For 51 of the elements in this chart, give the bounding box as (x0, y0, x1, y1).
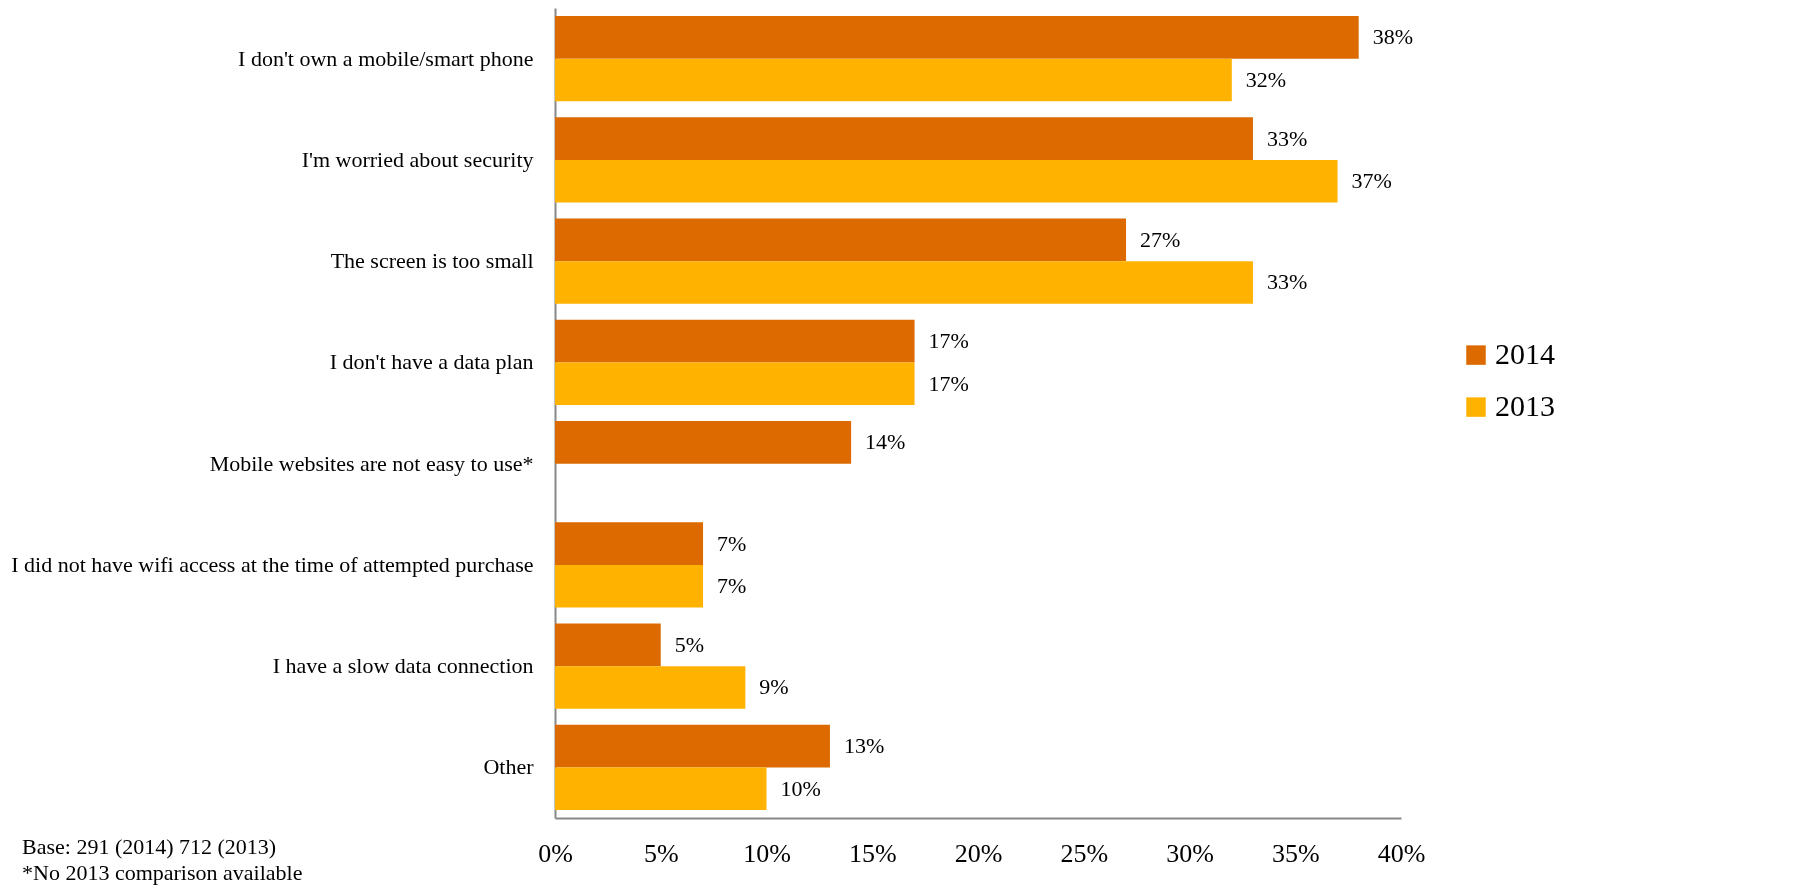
bar (555, 564, 704, 608)
x-tick-label: 30% (1166, 838, 1214, 868)
bar (555, 522, 704, 565)
bar (555, 362, 915, 405)
x-tick-label: 25% (1060, 838, 1109, 868)
bar (555, 16, 1359, 59)
data-label: 7% (717, 530, 747, 556)
data-label: 14% (865, 429, 906, 455)
text: Base: 291 (2014) 712 (2013) (22, 834, 278, 860)
x-tick-label: 35% (1271, 838, 1320, 868)
data-label: 7% (717, 573, 747, 599)
bar (555, 58, 1232, 102)
y-tick-label: Other (483, 754, 535, 780)
x-tick-label: 5% (643, 838, 679, 868)
data-label: 32% (1245, 66, 1287, 92)
bar (555, 421, 852, 464)
y-tick-label: I don't own a mobile/smart phone (238, 45, 534, 71)
y-tick-label: I did not have wifi access at the time of attempted purchase (11, 551, 534, 577)
data-label: 33% (1266, 125, 1308, 151)
bar (555, 117, 1253, 160)
data-label: 38% (1372, 24, 1414, 50)
bar (555, 159, 1338, 203)
x-tick-label: 20% (954, 838, 1003, 868)
y-tick-label: I have a slow data connection (272, 653, 534, 679)
bar (555, 261, 1253, 304)
y-tick-label: The screen is too small (330, 248, 534, 274)
data-label: 13% (843, 733, 885, 759)
legend-label: 2013 (1495, 389, 1555, 423)
x-tick-label: 40% (1377, 838, 1426, 868)
bar (555, 724, 830, 768)
bar (555, 623, 661, 667)
bar (555, 218, 1127, 262)
x-tick-label: 10% (743, 838, 791, 868)
data-label: 17% (928, 370, 969, 396)
data-label: 10% (780, 775, 821, 801)
y-tick-label: Mobile websites are not easy to use* (209, 450, 534, 476)
x-tick-label: 0% (538, 838, 573, 868)
y-tick-label: I don't have a data plan (329, 349, 534, 375)
data-label: 27% (1140, 226, 1181, 252)
bar (555, 319, 915, 363)
data-label: 37% (1351, 168, 1392, 194)
x-tick-label: 15% (848, 838, 897, 868)
data-label: 5% (674, 631, 705, 657)
data-label: 9% (759, 674, 789, 700)
y-tick-label: I'm worried about security (301, 146, 534, 172)
bar (555, 666, 746, 709)
text: *No 2013 comparison available (22, 860, 303, 886)
bar (555, 767, 767, 810)
data-label: 33% (1266, 269, 1308, 295)
legend-label: 2014 (1495, 337, 1555, 371)
data-label: 17% (928, 328, 969, 354)
